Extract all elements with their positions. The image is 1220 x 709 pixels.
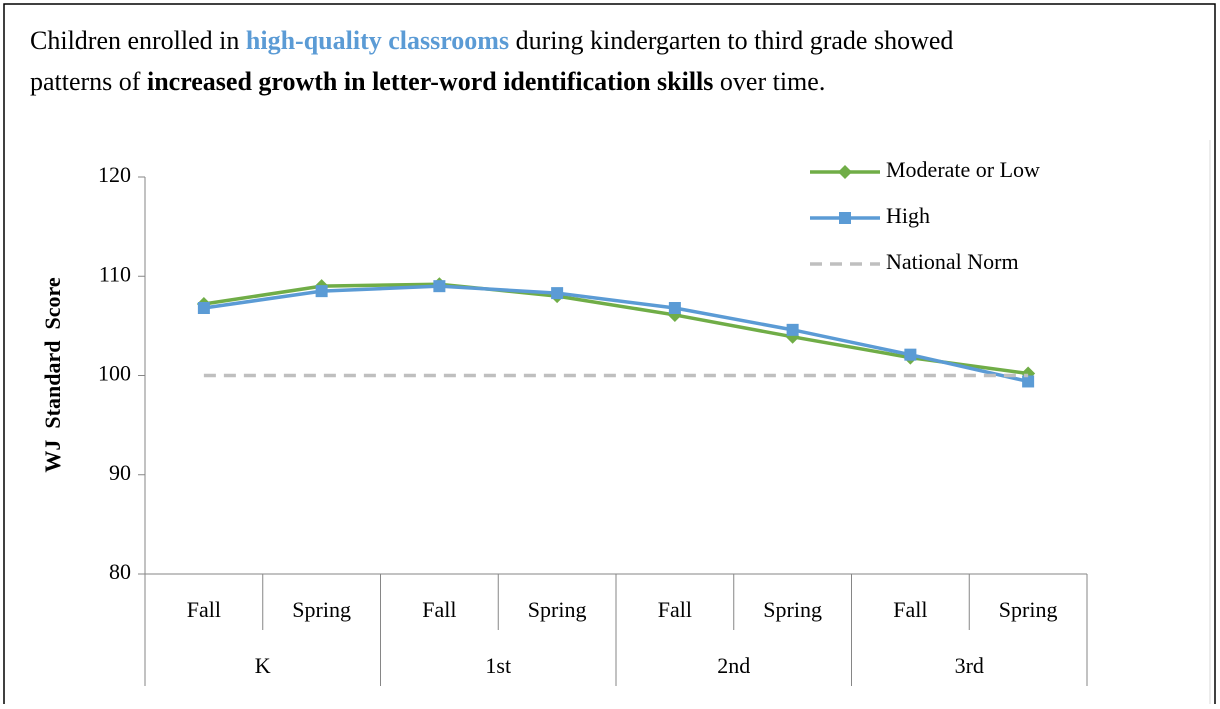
- title-line: patterns of increased growth in letter-w…: [30, 67, 825, 96]
- title-segment: over time.: [713, 67, 825, 96]
- title: Children enrolled in high-quality classr…: [30, 26, 953, 96]
- legend-label: Moderate or Low: [886, 157, 1040, 182]
- marker: [315, 285, 328, 298]
- y-tick-label: 90: [109, 460, 131, 485]
- x-group-label: 3rd: [955, 653, 984, 678]
- series-line: [203, 282, 1029, 376]
- marker: [786, 323, 799, 336]
- x-group-label: 2nd: [717, 653, 750, 678]
- x-tick-label: Fall: [187, 597, 221, 622]
- title-segment: high-quality classrooms: [246, 26, 509, 55]
- marker: [904, 348, 917, 361]
- title-segment: during kindergarten to third grade showe…: [509, 26, 953, 55]
- marker: [551, 287, 564, 300]
- legend-label: High: [886, 203, 930, 228]
- marker: [838, 165, 852, 179]
- y-tick-label: 100: [98, 361, 131, 386]
- title-segment: increased growth in letter-word identifi…: [147, 67, 713, 96]
- x-group-label: 1st: [485, 653, 511, 678]
- x-tick-label: Fall: [658, 597, 692, 622]
- y-tick-label: 80: [109, 559, 131, 584]
- marker: [668, 302, 681, 315]
- legend-label: National Norm: [886, 249, 1019, 274]
- x-group-label: K: [255, 653, 271, 678]
- marker: [1022, 375, 1035, 388]
- title-line: Children enrolled in high-quality classr…: [30, 26, 953, 55]
- frame: [3, 3, 1216, 709]
- x-tick-label: Spring: [292, 597, 351, 622]
- marker: [433, 280, 446, 293]
- marker: [839, 212, 851, 224]
- x-tick-label: Spring: [999, 597, 1058, 622]
- title-segment: patterns of: [30, 67, 147, 96]
- x-tick-label: Fall: [893, 597, 927, 622]
- marker: [197, 302, 210, 315]
- x-tick-label: Fall: [422, 597, 456, 622]
- x-tick-label: Spring: [763, 597, 822, 622]
- x-tick-label: Spring: [528, 597, 587, 622]
- y-tick-label: 110: [99, 261, 131, 286]
- y-axis-label: WJ Standard Score: [40, 277, 65, 472]
- y-tick-label: 120: [98, 162, 131, 187]
- title-segment: Children enrolled in: [30, 26, 246, 55]
- series-line: [203, 284, 1029, 384]
